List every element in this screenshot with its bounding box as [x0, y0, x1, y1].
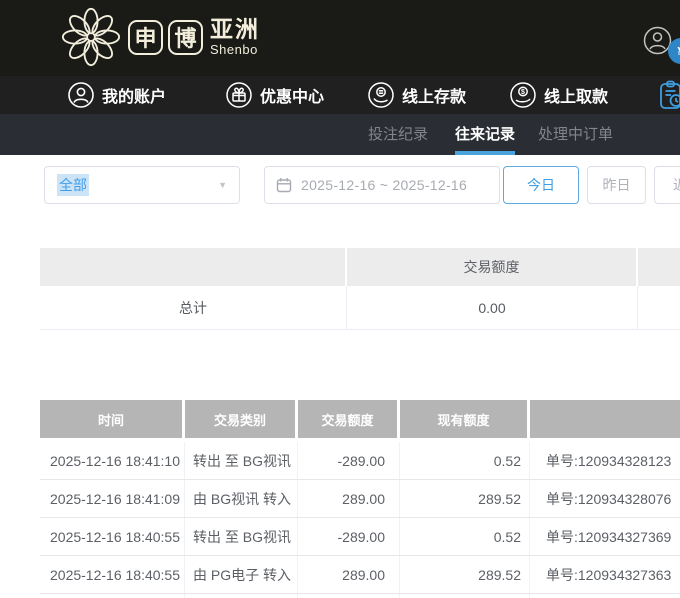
col-header-order	[530, 400, 680, 438]
cell-time: 2025-12-16 18:41:09	[40, 480, 185, 517]
cell-amount: 289.00	[298, 556, 400, 593]
table-row: 2025-12-16 18:41:09 由 BG视讯 转入 289.00 289…	[40, 480, 680, 518]
cell-time: 2025-12-16 18:41:10	[40, 442, 185, 479]
cell-order-number: 单号:120934328076	[546, 490, 672, 507]
summary-table: 交易额度 总计 0.00	[40, 248, 680, 330]
cell-balance: 289.52	[400, 556, 530, 593]
deposit-coins-icon	[368, 82, 394, 108]
nav-item-my-account[interactable]: 我的账户	[68, 76, 166, 114]
col-header-balance: 现有额度	[400, 400, 530, 438]
summary-header-empty	[40, 248, 347, 286]
records-tab-bar: 投注纪录 往来记录 处理中订单	[0, 114, 680, 155]
table-row: 2025-12-16 18:41:10 转出 至 BG视讯 -289.00 0.…	[40, 442, 680, 480]
cell-time: 2025-12-16 18:40:55	[40, 556, 185, 593]
col-header-type: 交易类别	[185, 400, 298, 438]
cell-order-number: 单号:120934327369	[546, 528, 672, 545]
nav-item-deposit[interactable]: 线上存款	[368, 76, 466, 114]
summary-total-value: 0.00	[347, 286, 638, 329]
cell-balance: 289.52	[400, 480, 530, 517]
yesterday-button[interactable]: 昨日	[587, 166, 646, 204]
site-header: 申 博 亚洲 Shenbo ¥	[0, 0, 680, 76]
table-header-row: 时间 交易类别 交易额度 现有额度	[40, 400, 680, 438]
nav-item-withdraw[interactable]: $ 线上取款	[510, 76, 608, 114]
withdraw-money-icon: $	[510, 82, 536, 108]
table-row: 2025-12-16 18:40:55 转出 至 BG视讯 -289.00 0.…	[40, 518, 680, 556]
cell-amount: 289.00	[298, 480, 400, 517]
cell-type: 转出 至 BG视讯	[185, 442, 298, 479]
table-row-clipped	[40, 594, 680, 598]
transaction-type-select[interactable]: 全部 ▼	[44, 166, 240, 204]
svg-text:$: $	[521, 89, 525, 96]
chevron-down-icon: ▼	[218, 180, 227, 190]
selected-type-value: 全部	[57, 174, 89, 196]
cell-time: 2025-12-16 18:40:55	[40, 518, 185, 555]
summary-header-row: 交易额度	[40, 248, 680, 286]
nav-item-promotions[interactable]: 优惠中心	[226, 76, 324, 114]
date-range-input[interactable]: 2025-12-16 ~ 2025-12-16	[264, 166, 500, 204]
gift-icon	[226, 82, 252, 108]
summary-total-row: 总计 0.00	[40, 286, 680, 330]
records-clipboard-icon[interactable]	[656, 80, 680, 110]
transactions-table: 时间 交易类别 交易额度 现有额度 2025-12-16 18:41:10 转出…	[40, 400, 680, 598]
today-button[interactable]: 今日	[503, 166, 579, 204]
brand-logo[interactable]: 申 博 亚洲 Shenbo	[60, 7, 260, 67]
cell-type: 转出 至 BG视讯	[185, 518, 298, 555]
tab-pending-orders[interactable]: 处理中订单	[538, 126, 614, 143]
main-nav: 我的账户 优惠中心 线上存款 $ 线上取款	[0, 76, 680, 114]
account-avatar-icon[interactable]	[643, 26, 672, 55]
summary-total-clipped	[638, 286, 680, 329]
cell-type: 由 BG视讯 转入	[185, 480, 298, 517]
user-icon	[68, 82, 94, 108]
nav-label: 我的账户	[102, 89, 167, 106]
cell-balance: 0.52	[400, 518, 530, 555]
col-header-time: 时间	[40, 400, 185, 438]
table-row: 2025-12-16 18:40:55 由 PG电子 转入 289.00 289…	[40, 556, 680, 594]
date-range-value: 2025-12-16 ~ 2025-12-16	[301, 177, 468, 193]
wallet-badge-icon[interactable]: ¥	[668, 38, 680, 64]
tab-betting-records[interactable]: 投注纪录	[368, 126, 429, 143]
summary-total-label: 总计	[40, 286, 347, 329]
summary-header-amount: 交易额度	[347, 248, 638, 286]
flower-logo-icon	[61, 7, 121, 67]
cell-order-number: 单号:120934327363	[546, 566, 672, 583]
brand-char-shen: 申	[128, 19, 163, 55]
cell-type: 由 PG电子 转入	[185, 556, 298, 593]
tab-transaction-records[interactable]: 往来记录	[455, 114, 516, 155]
brand-text: 亚洲 Shenbo	[210, 16, 260, 57]
brand-region-label: 亚洲	[210, 16, 260, 42]
cell-amount: -289.00	[298, 518, 400, 555]
last-7-days-button[interactable]: 近七日	[654, 166, 680, 204]
cell-amount: -289.00	[298, 442, 400, 479]
nav-label: 线上取款	[544, 89, 609, 106]
brand-subtitle: Shenbo	[210, 42, 258, 57]
calendar-icon	[276, 178, 292, 193]
nav-label: 线上存款	[402, 89, 467, 106]
cell-balance: 0.52	[400, 442, 530, 479]
brand-char-bo: 博	[168, 19, 203, 55]
cell-order-number: 单号:120934328123	[546, 452, 672, 469]
nav-label: 优惠中心	[260, 89, 325, 106]
summary-header-clipped	[638, 248, 680, 286]
col-header-amount: 交易额度	[298, 400, 400, 438]
